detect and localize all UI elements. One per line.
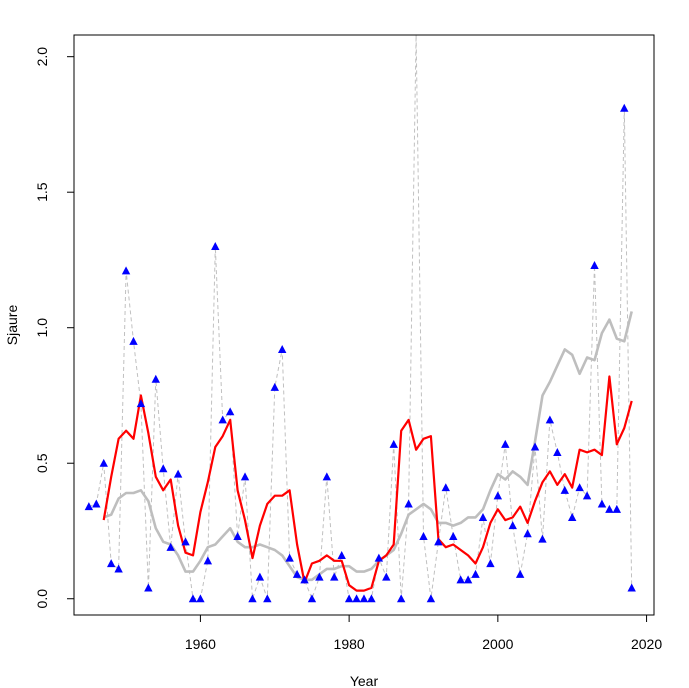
observed-point [106, 559, 116, 568]
observed-point [486, 559, 495, 568]
red-smooth-series-line [102, 375, 633, 592]
y-tick-label: 0.5 [34, 453, 50, 473]
observed-point [84, 502, 94, 511]
x-axis: 1960 1980 2000 2020 [185, 614, 662, 652]
observed-point [114, 564, 123, 573]
observed-point [129, 336, 138, 345]
observed-point [188, 594, 198, 603]
observed-point [248, 594, 257, 603]
observed-point [121, 266, 131, 275]
observed-point [225, 407, 235, 416]
x-tick-label: 1960 [185, 636, 216, 652]
observed-point [203, 556, 213, 565]
observed-point [463, 575, 473, 584]
observed-point [278, 344, 287, 353]
observed-series-line [88, 34, 633, 601]
observed-point [575, 483, 584, 492]
observed-point [538, 534, 547, 543]
observed-point [322, 472, 332, 481]
observed-point [92, 499, 101, 508]
x-tick-label: 2000 [482, 636, 513, 652]
observed-point [523, 529, 532, 538]
observed-point [218, 415, 227, 424]
observed-point [471, 569, 480, 578]
y-tick-label: 0.0 [34, 589, 50, 609]
observed-point [166, 542, 175, 551]
observed-point [449, 531, 458, 540]
observed-point [441, 483, 450, 492]
observed-point [211, 241, 220, 250]
observed-point [456, 575, 465, 584]
observed-point [568, 513, 577, 521]
observed-point [300, 575, 309, 584]
observed-point [285, 553, 294, 562]
observed-point [344, 594, 354, 603]
observed-point [233, 531, 242, 540]
y-tick-label: 1.5 [34, 182, 50, 202]
y-tick-label: 2.0 [34, 47, 50, 67]
observed-point [382, 572, 391, 581]
observed-point [396, 594, 406, 603]
observed-point [627, 583, 636, 592]
observed-point [620, 103, 629, 112]
observed-point [367, 594, 376, 603]
observed-point [263, 594, 272, 603]
observed-point [419, 531, 428, 540]
observed-point [330, 572, 339, 581]
observed-point [597, 499, 607, 508]
gray-smooth-series-line [103, 311, 633, 582]
observed-point [196, 594, 205, 603]
y-tick-label: 1.0 [34, 318, 50, 338]
x-tick-label: 2020 [631, 636, 662, 652]
observed-point [404, 499, 413, 508]
observed-point [590, 260, 599, 269]
observed-point [159, 464, 168, 473]
observed-point [270, 382, 279, 391]
observed-point [136, 399, 146, 408]
observed-point [292, 569, 302, 578]
observed-point [173, 469, 183, 478]
observed-point [545, 415, 555, 424]
observed-point [337, 550, 346, 559]
observed-point [515, 569, 525, 578]
observed-point [389, 439, 398, 448]
observed-point [434, 537, 443, 546]
observed-point [359, 594, 369, 603]
observed-point [478, 513, 488, 521]
observed-point [508, 521, 517, 530]
observed-point [151, 374, 160, 383]
observed-point [352, 594, 361, 603]
observed-point [315, 572, 324, 581]
series-layer [84, 34, 636, 603]
observed-point [501, 439, 510, 448]
observed-point [560, 485, 569, 494]
observed-point [582, 491, 592, 500]
y-axis: 0.0 0.5 1.0 1.5 2.0 [34, 47, 75, 609]
observed-point [605, 504, 614, 513]
observed-point [426, 594, 436, 603]
observed-point [255, 572, 265, 581]
y-axis-title: Sjaure [4, 305, 20, 346]
observed-point [493, 491, 503, 500]
observed-point [181, 537, 190, 546]
observed-point [553, 447, 562, 456]
x-axis-title: Year [350, 673, 379, 688]
observed-point [530, 442, 540, 451]
x-tick-label: 1980 [334, 636, 365, 652]
observed-point [240, 472, 250, 481]
observed-point [99, 458, 108, 467]
observed-point [374, 553, 384, 562]
observed-point [612, 504, 622, 513]
observed-point [144, 583, 153, 592]
observed-point [307, 594, 317, 603]
